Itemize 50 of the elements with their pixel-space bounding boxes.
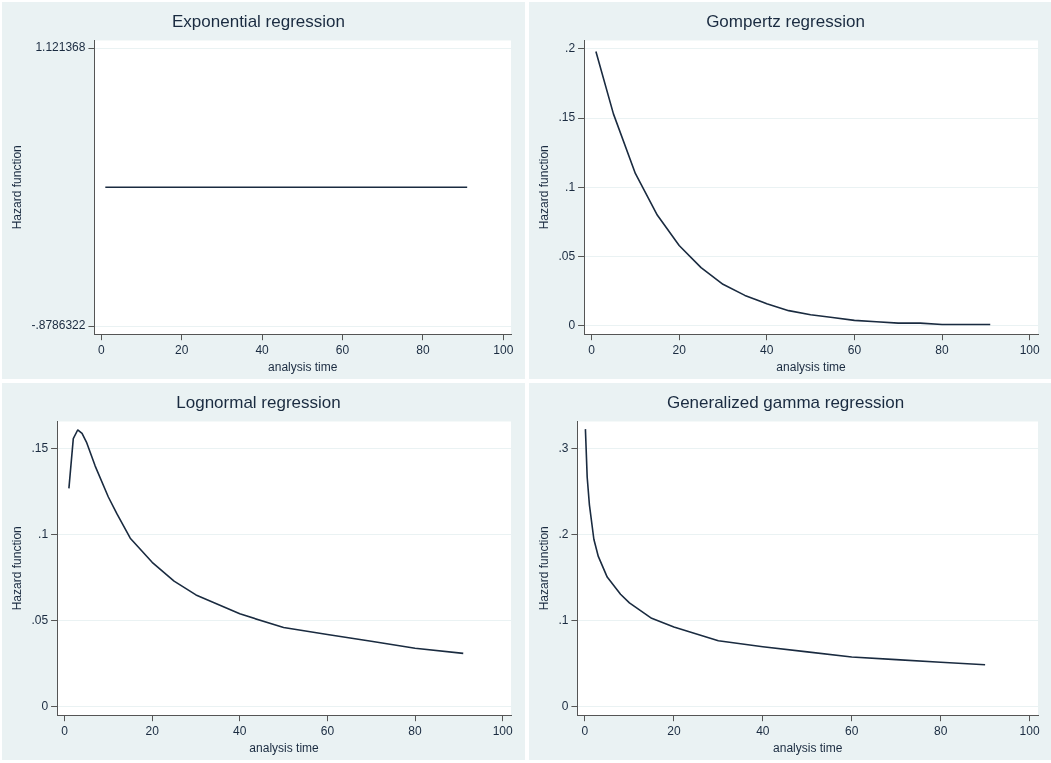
x-axis-title: analysis time (268, 360, 338, 375)
y-tick-label: .2 (565, 41, 576, 56)
x-axis-title: analysis time (249, 741, 320, 756)
y-tick-label: .1 (565, 179, 576, 194)
x-tick-label: 100 (492, 723, 514, 738)
x-tick-label: 20 (175, 342, 189, 357)
chart-title: Gompertz regression (706, 11, 865, 31)
x-tick-label: 40 (756, 723, 770, 738)
y-tick-label: .3 (558, 441, 569, 456)
x-axis-title: analysis time (776, 360, 847, 375)
x-tick-label: 80 (935, 342, 950, 357)
x-tick-label: 100 (1019, 723, 1040, 738)
y-tick-label: 1.121368 (35, 40, 86, 55)
y-tick-label: 0 (561, 699, 569, 714)
y-tick-label: .1 (558, 613, 569, 628)
x-tick-label: 20 (667, 723, 681, 738)
x-tick-label: 80 (933, 723, 948, 738)
chart-title: Lognormal regression (176, 392, 341, 412)
y-tick-label: .05 (31, 613, 49, 628)
x-axis-title: analysis time (773, 741, 843, 756)
x-tick-label: 60 (335, 342, 350, 357)
x-tick-label: 80 (416, 342, 430, 357)
y-axis-title: Hazard function (536, 145, 551, 230)
x-tick-label: 40 (760, 342, 774, 357)
y-tick-label: .2 (558, 527, 569, 542)
x-tick-label: 60 (320, 723, 335, 738)
x-tick-label: 20 (145, 723, 160, 738)
x-tick-label: 100 (1019, 342, 1041, 357)
chart-title: Exponential regression (172, 11, 345, 31)
x-tick-label: 0 (97, 342, 105, 357)
y-axis-title: Hazard function (9, 145, 24, 230)
x-tick-label: 80 (408, 723, 423, 738)
y-tick-label: .05 (558, 248, 576, 263)
y-tick-label: -.8786322 (31, 318, 86, 333)
x-tick-label: 0 (588, 342, 596, 357)
chart-title: Generalized gamma regression (666, 392, 905, 412)
y-axis-title: Hazard function (536, 526, 551, 611)
x-tick-label: 20 (672, 342, 687, 357)
x-tick-label: 60 (845, 723, 859, 738)
x-tick-label: 40 (233, 723, 247, 738)
x-tick-label: 100 (493, 342, 514, 357)
y-tick-label: 0 (568, 318, 576, 333)
y-tick-label: .1 (38, 527, 49, 542)
y-tick-label: .15 (31, 441, 49, 456)
y-tick-label: .15 (558, 110, 576, 125)
y-axis-title: Hazard function (9, 526, 24, 611)
y-tick-label: 0 (41, 698, 49, 713)
x-tick-label: 60 (847, 342, 862, 357)
x-tick-label: 40 (255, 342, 270, 357)
x-tick-label: 0 (581, 723, 589, 738)
